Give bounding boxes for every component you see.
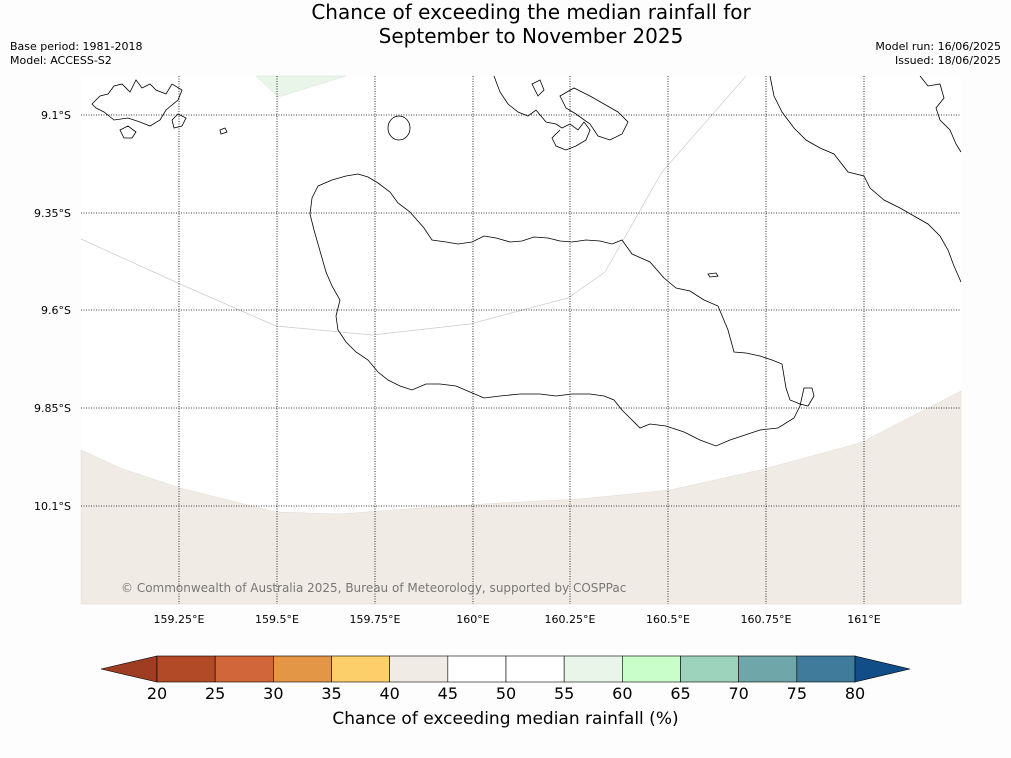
colorbar-tick-label: 20	[146, 684, 168, 703]
colorbar-bin	[796, 655, 856, 683]
colorbar-bin	[214, 655, 274, 683]
meta-left: Base period: 1981-2018 Model: ACCESS-S2	[10, 40, 142, 68]
lon-label-2: 159.5°E	[255, 613, 299, 626]
issued-date: Issued: 18/06/2025	[894, 54, 1001, 67]
colorbar-bin	[156, 655, 216, 683]
coastline-northeast	[919, 75, 962, 153]
coastline-northwest	[91, 79, 183, 127]
region-boundary-line	[80, 75, 747, 336]
copyright-notice: © Commonwealth of Australia 2025, Bureau…	[121, 581, 627, 595]
colorbar-extend-low	[100, 655, 158, 683]
islet	[219, 127, 228, 135]
lon-label-8: 161°E	[847, 613, 881, 626]
colorbar-tick-label: 70	[728, 684, 749, 703]
colorbar-tick-label: 60	[612, 684, 633, 703]
colorbar-bin	[447, 655, 507, 683]
colorbar-bin	[738, 655, 798, 683]
colorbar-tick-label: 35	[321, 684, 342, 703]
title-line-1: Chance of exceeding the median rainfall …	[311, 0, 751, 24]
colorbar-bin	[331, 655, 390, 683]
colorbar-label: Chance of exceeding median rainfall (%)	[332, 709, 679, 729]
main-island-outline	[309, 173, 815, 447]
coastline-north	[559, 87, 629, 141]
coastline-north	[531, 79, 545, 97]
colorbar-tick-label: 75	[786, 684, 808, 703]
colorbar-bin	[622, 655, 681, 683]
gridlines	[81, 76, 961, 604]
colorbar-tick-label: 80	[844, 684, 866, 703]
islet	[707, 272, 719, 278]
colorbar-tick-label: 40	[379, 684, 400, 703]
lon-label-5: 160.25°E	[544, 613, 596, 626]
region-55-60	[255, 75, 347, 98]
colorbar-tick-label: 25	[204, 684, 226, 703]
lat-label-2: 9.35°S	[34, 207, 71, 220]
colorbar-bin	[505, 655, 565, 683]
region-40-45	[80, 390, 962, 605]
colorbar-tick-label: 30	[263, 684, 284, 703]
colorbar-tick-label: 50	[495, 684, 517, 703]
lon-label-4: 160°E	[456, 613, 490, 626]
lat-label-1: 9.1°S	[41, 109, 71, 122]
colorbar-extend-high	[854, 655, 911, 683]
model-name: Model: ACCESS-S2	[10, 54, 112, 67]
lat-label-4: 9.85°S	[34, 402, 71, 415]
islet	[387, 115, 411, 141]
lat-label-3: 9.6°S	[41, 304, 71, 317]
colorbar-tick-label: 65	[670, 684, 691, 703]
lon-label-6: 160.5°E	[646, 613, 690, 626]
meta-right: Model run: 16/06/2025 Issued: 18/06/2025	[875, 40, 1001, 68]
lat-label-5: 10.1°S	[34, 500, 71, 513]
colorbar-bin	[389, 655, 449, 683]
coastline-northeast	[769, 75, 962, 283]
title-line-2: September to November 2025	[378, 24, 684, 48]
coastline-northwest	[119, 125, 137, 139]
colorbar-bin	[273, 655, 332, 683]
lon-label-7: 160.75°E	[740, 613, 792, 626]
colorbar-tick-label: 45	[437, 684, 459, 703]
colorbar-tick-label: 55	[553, 684, 575, 703]
lon-label-1: 159.25°E	[153, 613, 205, 626]
model-run: Model run: 16/06/2025	[875, 40, 1001, 53]
base-period: Base period: 1981-2018	[10, 40, 143, 53]
colorbar-bin	[680, 655, 739, 683]
colorbar-bin	[563, 655, 623, 683]
lon-label-3: 159.75°E	[349, 613, 401, 626]
colorbar	[100, 655, 911, 683]
chart-title: Chance of exceeding the median rainfall …	[0, 0, 1011, 48]
